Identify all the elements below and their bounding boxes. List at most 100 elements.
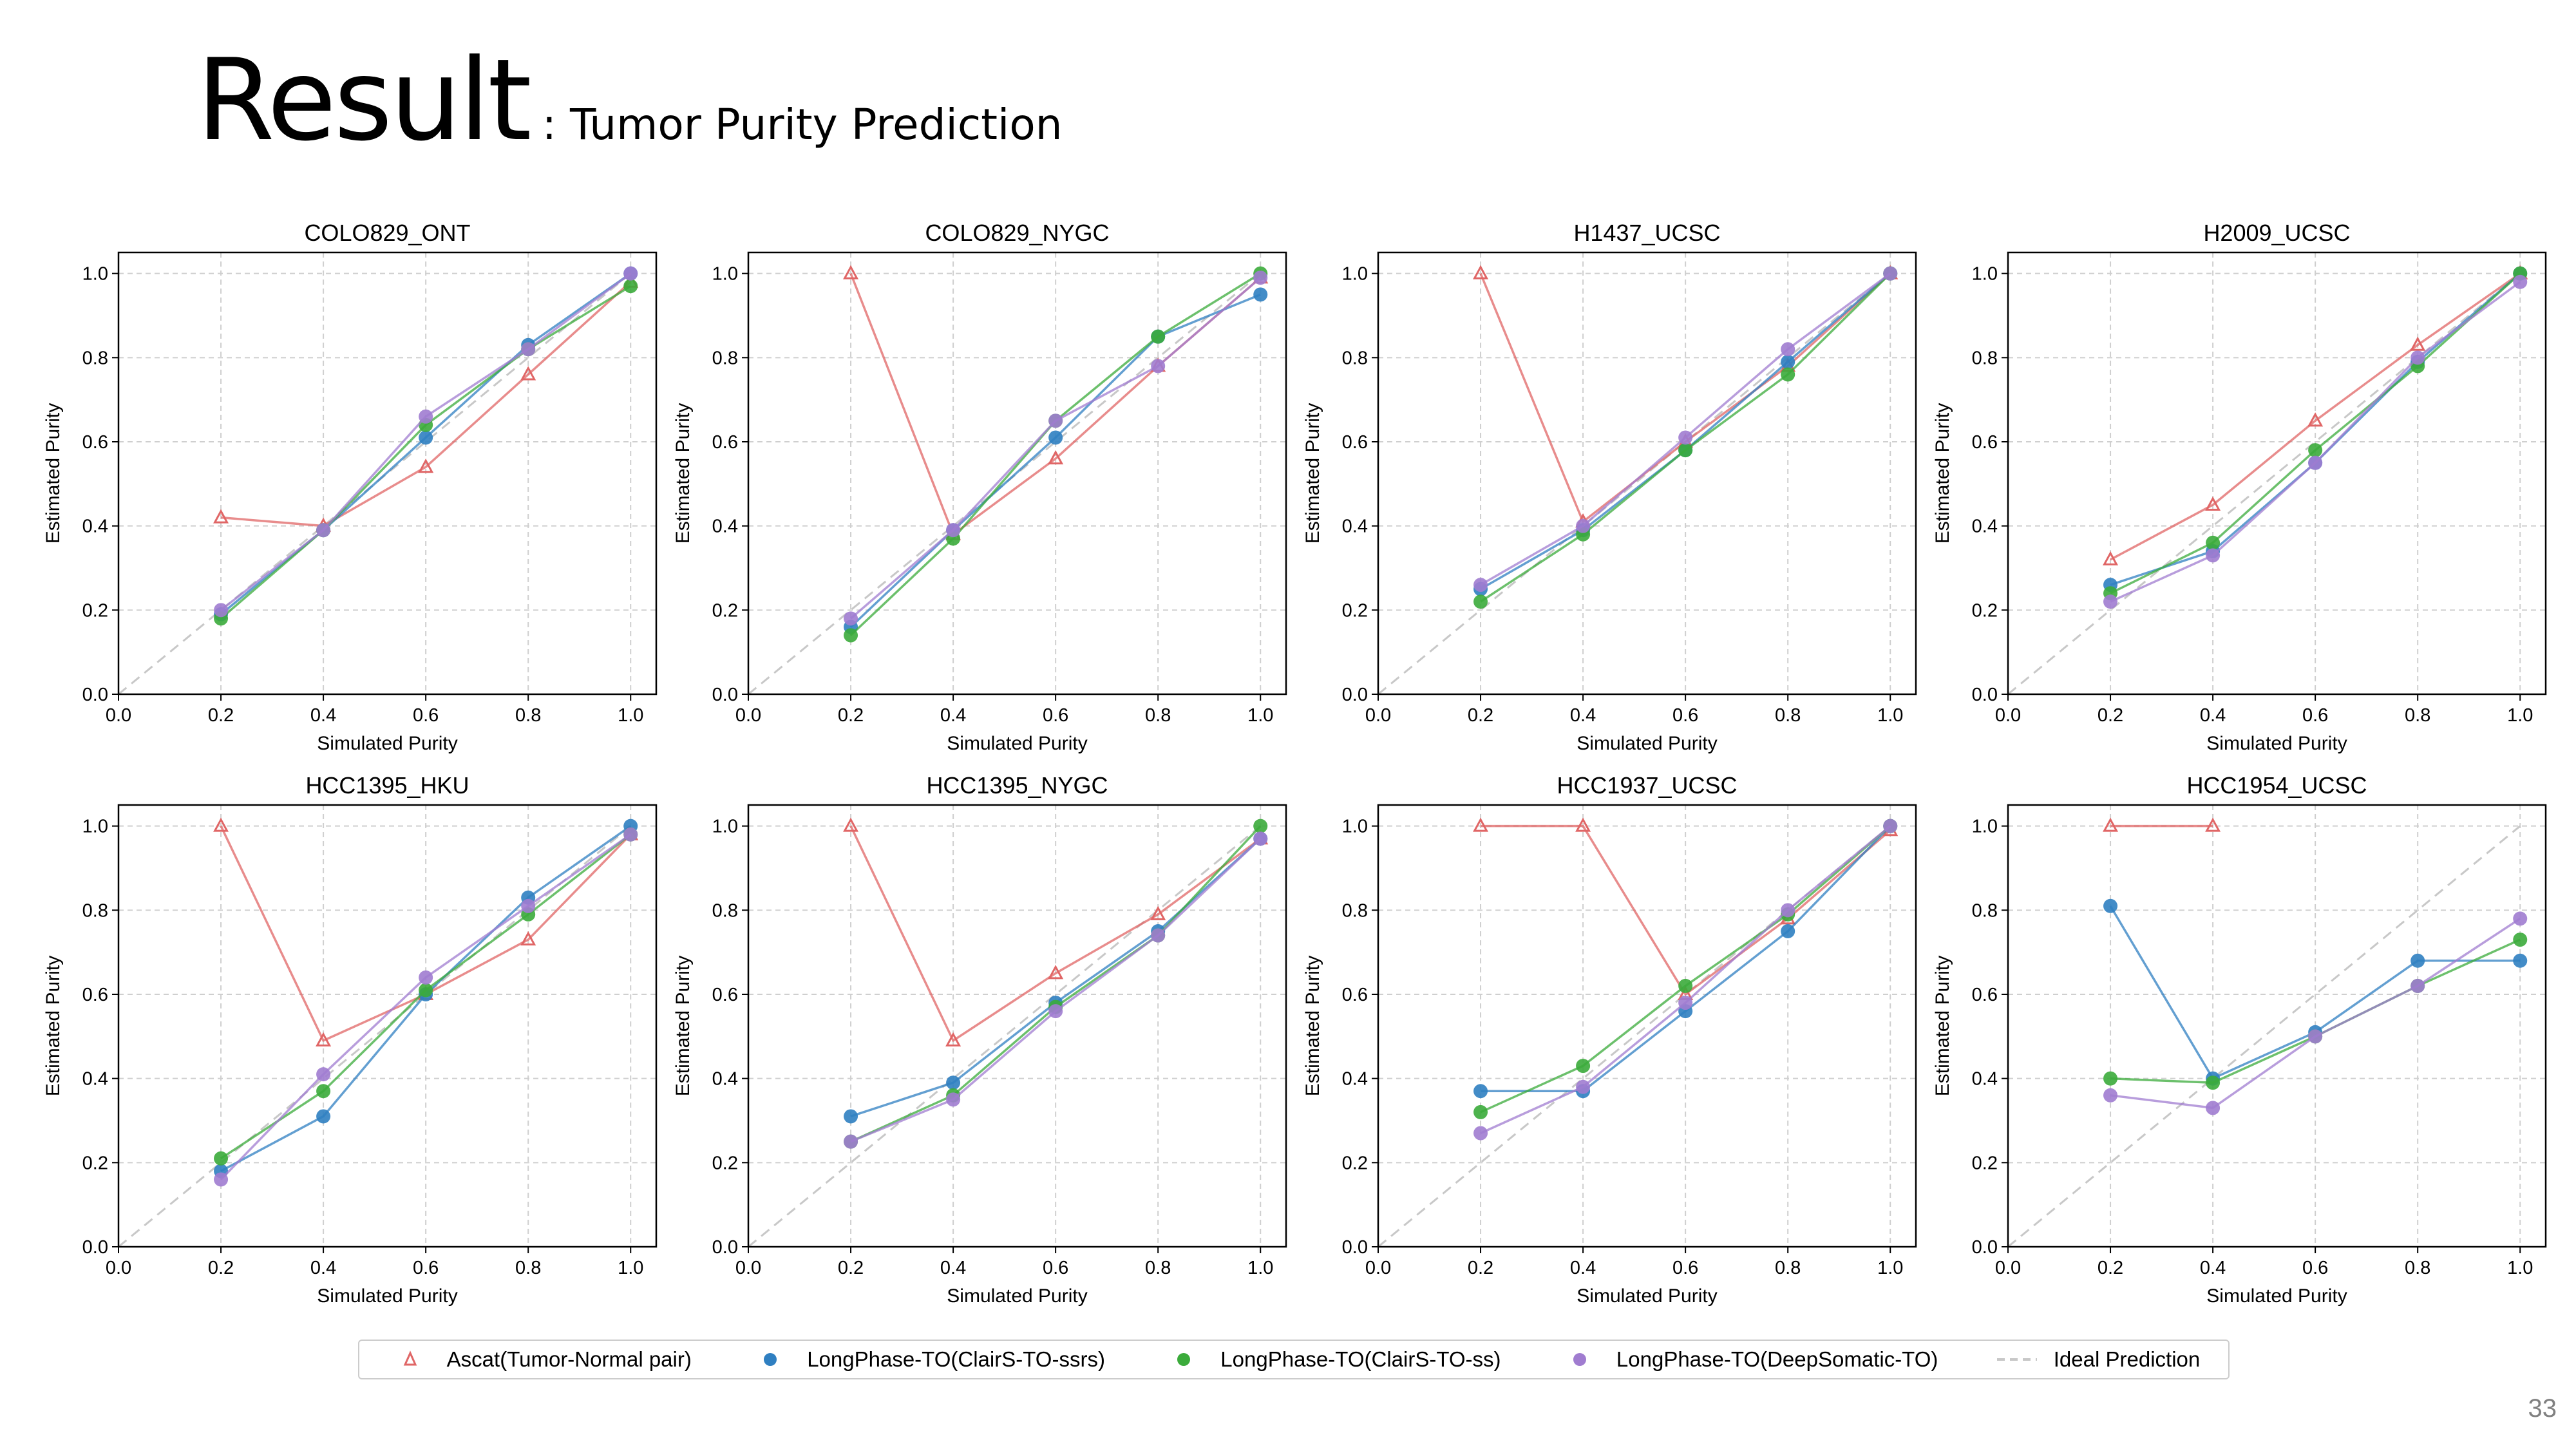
y-tick-label: 0.8 [82, 348, 108, 368]
y-tick-label: 0.2 [82, 1153, 108, 1173]
y-tick-label: 0.4 [712, 1069, 738, 1090]
legend-label: LongPhase-TO(ClairS-TO-ssrs) [807, 1347, 1105, 1371]
y-tick-label: 0.8 [1972, 348, 1998, 368]
data-point [1253, 819, 1268, 833]
data-point [1473, 594, 1488, 609]
data-point [1473, 265, 1489, 279]
data-point [1151, 329, 1166, 344]
x-tick-label: 0.8 [1775, 705, 1801, 726]
x-tick-label: 0.2 [208, 1258, 234, 1278]
y-tick-label: 0.4 [1342, 1069, 1368, 1090]
y-tick-label: 0.2 [1972, 600, 1998, 621]
x-tick-label: 0.4 [940, 1258, 966, 1278]
data-point [623, 827, 638, 842]
x-tick-label: 0.8 [1145, 705, 1171, 726]
data-point [2206, 535, 2221, 550]
x-tick-label: 0.6 [413, 705, 439, 726]
chart-panel-colo829-ont: COLO829_ONT 0.00.0 0.2 0.2 0.4 0.4 0.6 0.6 0.8 0.… [43, 220, 658, 754]
data-point [1781, 367, 1795, 382]
series-line-ideal-prediction [748, 825, 1262, 1248]
data-point [1473, 1104, 1488, 1119]
data-point [2410, 336, 2426, 351]
data-point [1576, 1079, 1591, 1094]
data-point [1048, 1004, 1063, 1019]
data-point [2206, 548, 2221, 563]
plot-frame [747, 251, 1287, 696]
x-tick-label: 0.6 [1672, 1258, 1698, 1278]
y-tick-label: 1.0 [1972, 264, 1998, 285]
data-point [214, 1151, 229, 1166]
data-point [2206, 1101, 2221, 1115]
data-point [1473, 1084, 1488, 1099]
x-tick-label: 0.4 [1570, 1258, 1596, 1278]
data-point [1473, 578, 1488, 592]
data-point [2513, 933, 2528, 947]
circle-marker-icon [1177, 1353, 1191, 1366]
data-point [214, 603, 229, 618]
data-point [419, 409, 433, 424]
data-point [316, 523, 331, 538]
data-point [1253, 831, 1268, 846]
y-tick-label: 0.6 [82, 985, 108, 1005]
y-tick-label: 0.8 [712, 900, 738, 921]
y-tick-label: 0.0 [82, 685, 108, 705]
series-line [849, 825, 1262, 1043]
data-point [419, 970, 433, 985]
chart-title: HCC1937_UCSC [1557, 772, 1737, 799]
x-tick-label: 1.0 [1877, 705, 1903, 726]
y-tick-label: 1.0 [1972, 817, 1998, 837]
y-tick-label: 0.8 [82, 900, 108, 921]
y-tick-label: 0.4 [1972, 1069, 1998, 1090]
data-point [1253, 270, 1268, 285]
data-point [316, 1067, 331, 1082]
data-point [1048, 450, 1064, 465]
plot-frame [747, 804, 1287, 1248]
x-tick-label: 0.8 [1775, 1258, 1801, 1278]
chart-title: HCC1395_HKU [305, 772, 469, 799]
data-point [945, 1032, 961, 1046]
legend-label: LongPhase-TO(DeepSomatic-TO) [1616, 1347, 1938, 1371]
x-tick-label: 1.0 [2507, 1258, 2533, 1278]
y-tick-label: 0.0 [1972, 1237, 1998, 1258]
chart-panel-hcc1937-ucsc: HCC1937_UCSC 0.00.0 0.2 0.2 0.4 0.4 0.6 0.6 0.8 0… [1302, 772, 1917, 1307]
open-triangle-icon [403, 1350, 417, 1366]
circle-marker-icon [1573, 1353, 1586, 1366]
data-point [419, 430, 433, 445]
chart-panel-hcc1395-hku: HCC1395_HKU 0.00.0 0.2 0.2 0.4 0.4 0.6 0.6 0.8 0.… [43, 772, 658, 1307]
y-tick-label: 0.6 [1342, 985, 1368, 1005]
y-tick-label: 0.4 [82, 1069, 108, 1090]
data-point [2513, 274, 2528, 289]
x-tick-label: 0.6 [2302, 705, 2328, 726]
data-point [520, 931, 536, 946]
y-tick-label: 1.0 [82, 264, 108, 285]
x-tick-label: 1.0 [618, 705, 643, 726]
x-tick-label: 0.2 [2098, 1258, 2123, 1278]
y-tick-label: 0.4 [712, 516, 738, 537]
legend-item-clairs-ss: LongPhase-TO(ClairS-TO-ss) [1161, 1347, 1501, 1372]
chart-title: HCC1954_UCSC [2186, 772, 2367, 799]
data-point [1151, 928, 1166, 943]
data-point [520, 366, 536, 381]
data-point [623, 266, 638, 281]
data-point [2206, 1075, 2221, 1090]
x-tick-label: 0.4 [940, 705, 966, 726]
x-tick-label: 1.0 [1877, 1258, 1903, 1278]
x-tick-label: 0.6 [413, 1258, 439, 1278]
y-tick-label: 0.6 [712, 985, 738, 1005]
slide-title-main: Result [196, 35, 532, 166]
y-tick-label: 0.0 [1342, 685, 1368, 705]
plot-frame [2007, 251, 2547, 696]
data-point [2103, 817, 2119, 832]
chart-title: COLO829_NYGC [925, 220, 1109, 246]
y-tick-label: 0.8 [712, 348, 738, 368]
slide-title-subtitle: : Tumor Purity Prediction [542, 100, 1063, 149]
x-tick-label: 0.2 [838, 705, 864, 726]
legend-item-deepsomatic: LongPhase-TO(DeepSomatic-TO) [1557, 1347, 1938, 1372]
data-point [1678, 430, 1693, 445]
data-point [946, 523, 961, 538]
data-point [1150, 905, 1166, 920]
series-line-ideal-prediction [1378, 825, 1891, 1248]
data-point [1575, 817, 1591, 832]
data-point [1883, 819, 1898, 833]
data-point [1678, 996, 1693, 1010]
